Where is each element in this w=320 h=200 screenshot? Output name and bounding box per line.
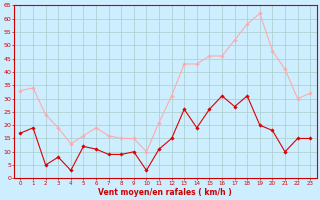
X-axis label: Vent moyen/en rafales ( km/h ): Vent moyen/en rafales ( km/h ) — [99, 188, 232, 197]
